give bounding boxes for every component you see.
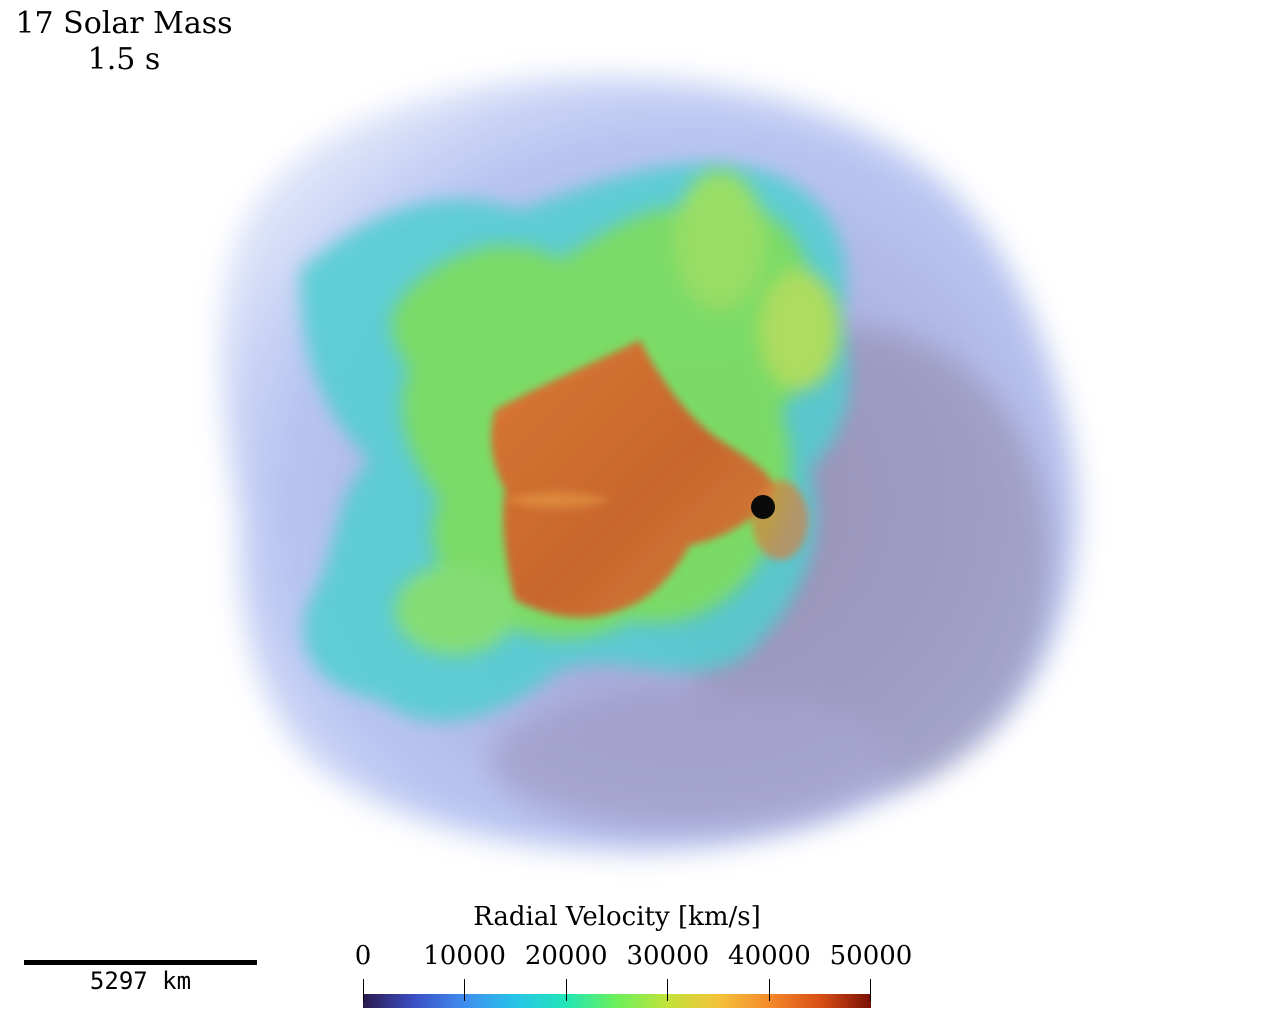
colorbar-tick (769, 979, 770, 1001)
colorbar-tick (464, 979, 465, 1001)
colorbar-tick-label: 50000 (829, 941, 913, 971)
colorbar-tick (566, 979, 567, 1001)
colorbar-tick-label: 10000 (423, 941, 506, 971)
colorbar (363, 994, 871, 1008)
colorbar-title: Radial Velocity [km/s] (473, 902, 761, 932)
colorbar-tick-label: 30000 (626, 941, 710, 971)
colorbar-tick (363, 979, 364, 1001)
time-label: 1.5 s (87, 42, 161, 77)
compact-object (751, 495, 775, 519)
colorbar-tick (667, 979, 668, 1001)
colorbar-tick-label: 40000 (728, 941, 811, 971)
title-block: 17 Solar Mass 1.5 s (14, 6, 234, 78)
colorbar-tick-label: 0 (354, 941, 372, 971)
colorbar-tick-label: 20000 (524, 941, 608, 971)
scale-bar (24, 960, 257, 965)
colorbar-tick-labels: 0 10000 20000 30000 40000 50000 (355, 940, 913, 974)
volume-render (220, 76, 1078, 853)
colorbar-tick (870, 979, 871, 1001)
scale-bar-label: 5297 km (89, 967, 192, 995)
page-title: 17 Solar Mass (15, 6, 233, 41)
